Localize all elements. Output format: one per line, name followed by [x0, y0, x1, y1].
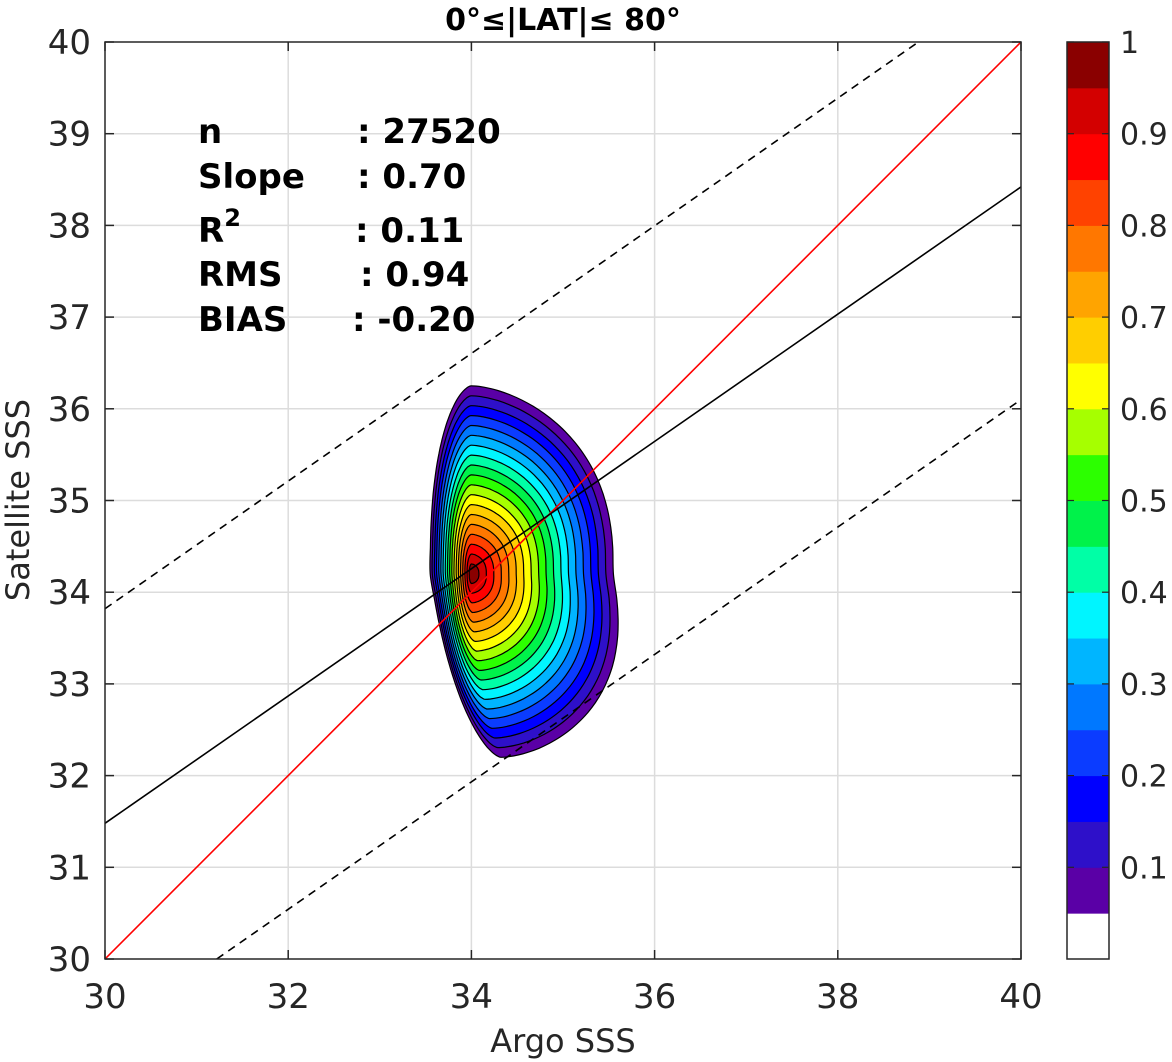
y-tick-label: 38: [48, 206, 91, 246]
colorbar-tick-label: 0.1: [1120, 851, 1168, 886]
colorbar-band: [1067, 362, 1109, 410]
colorbar-band: [1067, 87, 1109, 135]
upper-bound-line: [105, 42, 919, 610]
colorbar-band: [1067, 867, 1109, 914]
y-tick-label: 39: [48, 115, 91, 155]
x-tick-label: 30: [83, 977, 126, 1017]
reference-lines: [105, 42, 1021, 959]
colorbar-tick-label: 0.3: [1120, 668, 1168, 703]
colorbar-band: [1067, 271, 1109, 318]
x-axis-label: Argo SSS: [490, 1022, 635, 1060]
colorbar-band: [1067, 179, 1109, 226]
y-tick-label: 37: [48, 298, 91, 338]
y-tick-label: 35: [48, 482, 91, 522]
colorbar-band: [1067, 225, 1109, 272]
colorbar-band: [1067, 683, 1109, 731]
y-tick-label: 34: [48, 573, 91, 613]
colorbar-band: [1067, 592, 1109, 639]
plot-area: 30 32 34 36 38 40 30 31 32 33 34 35 36 37 38 39 40 n : 275…: [48, 23, 1043, 1017]
stat-label: n: [198, 112, 222, 152]
colorbar-band: [1067, 775, 1109, 822]
x-tick-label: 36: [633, 977, 676, 1017]
colorbar-band: [1067, 546, 1109, 593]
colorbar-band: [1067, 408, 1109, 456]
stat-value: : 0.11: [355, 211, 464, 251]
stat-label: Slope: [198, 157, 305, 197]
colorbar: 0.1 0.2 0.3 0.4 0.5 0.6 0.7 0.8 0.9 1: [1066, 26, 1168, 960]
colorbar-tick-label: 0.4: [1120, 576, 1168, 611]
y-tick-label: 40: [48, 23, 91, 63]
y-tick-label: 36: [48, 390, 91, 430]
colorbar-tick-label: 0.6: [1120, 393, 1168, 428]
x-tick-label: 32: [267, 977, 310, 1017]
density-contours: [429, 385, 619, 758]
chart-title: 0°≤|LAT|≤ 80°: [445, 3, 681, 38]
colorbar-band: [1067, 638, 1109, 685]
y-axis-label: Satellite SSS: [0, 399, 37, 601]
colorbar-band: [1067, 821, 1109, 868]
colorbar-tick-label: 0.5: [1120, 485, 1168, 520]
stat-value: : -0.20: [352, 300, 475, 340]
x-tick-label: 40: [999, 977, 1042, 1017]
colorbar-band: [1067, 317, 1109, 364]
colorbar-tick-label: 0.8: [1120, 209, 1168, 244]
x-tick-label: 38: [816, 977, 859, 1017]
stat-superscript: 2: [224, 204, 241, 232]
colorbar-tick-label: 0.7: [1120, 301, 1168, 336]
regression-line: [105, 186, 1021, 824]
stat-label: RMS: [198, 255, 283, 295]
colorbar-band: [1067, 729, 1109, 777]
stat-value: : 27520: [357, 112, 501, 152]
stat-value: : 0.70: [357, 157, 466, 197]
colorbar-band: [1067, 133, 1109, 181]
y-tick-label: 30: [48, 940, 91, 980]
y-tick-label: 32: [48, 757, 91, 797]
colorbar-tick-label: 1: [1120, 26, 1139, 61]
colorbar-band: [1067, 500, 1109, 547]
x-tick-label: 34: [450, 977, 493, 1017]
colorbar-band: [1067, 42, 1109, 89]
colorbar-tick-label: 0.9: [1120, 118, 1168, 153]
y-tick-label: 33: [48, 665, 91, 705]
colorbar-tick-label: 0.2: [1120, 760, 1168, 795]
stat-value: : 0.94: [360, 255, 469, 295]
one-to-one-line: [105, 42, 1021, 959]
y-tick-label: 31: [48, 848, 91, 888]
stat-label: BIAS: [198, 300, 287, 340]
colorbar-band: [1067, 913, 1109, 960]
colorbar-band: [1067, 454, 1109, 501]
lower-bound-line: [216, 398, 1021, 959]
